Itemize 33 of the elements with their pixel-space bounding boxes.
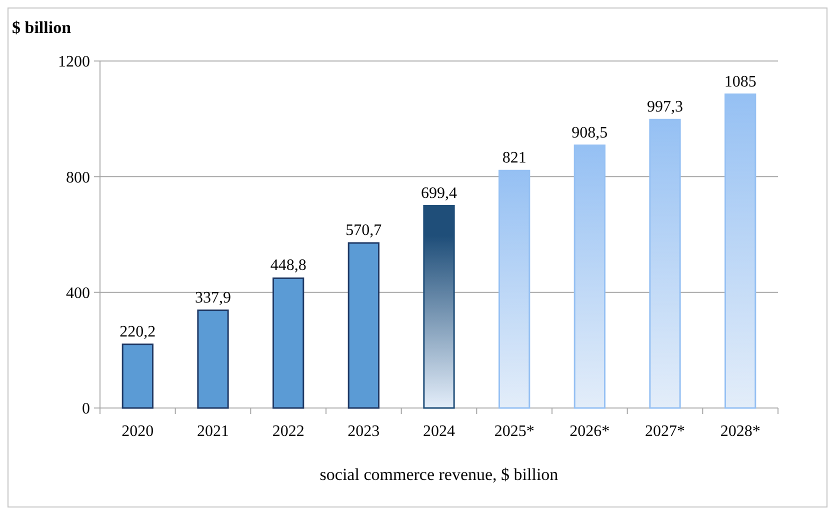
x-tick-label: 2023	[348, 423, 380, 440]
bar	[348, 242, 380, 409]
data-label: 570,7	[346, 222, 382, 239]
x-axis-title: social commerce revenue, $ billion	[320, 465, 559, 484]
bar	[724, 94, 756, 409]
x-tick-label: 2025*	[494, 423, 534, 440]
y-axis-title: $ billion	[12, 18, 72, 37]
bar	[197, 310, 229, 409]
y-tick-label: 0	[82, 400, 90, 418]
bar	[649, 118, 681, 409]
data-label: 699,4	[421, 184, 457, 202]
x-tick-label: 2021	[197, 423, 229, 440]
x-tick-label: 2028*	[720, 423, 760, 440]
data-label: 448,8	[270, 257, 306, 274]
data-label: 821	[502, 150, 526, 167]
data-label: 908,5	[572, 124, 608, 142]
y-tick-label: 1200	[58, 54, 90, 71]
bar	[423, 205, 455, 409]
data-label: 1085	[724, 73, 756, 90]
x-tick-label: 2022	[272, 423, 304, 440]
x-tick-label: 2020	[122, 423, 154, 440]
bar	[122, 344, 154, 409]
bar	[574, 144, 606, 409]
y-tick-label: 800	[66, 169, 90, 186]
bar	[272, 277, 304, 409]
data-label: 337,9	[195, 289, 231, 306]
data-label: 997,3	[647, 98, 683, 116]
x-tick-label: 2026*	[570, 423, 610, 440]
y-tick-label: 400	[66, 284, 90, 302]
x-tick-label: 2024	[423, 423, 455, 440]
data-label: 220,2	[120, 323, 156, 340]
bar	[498, 170, 530, 409]
x-tick-label: 2027*	[645, 423, 685, 440]
